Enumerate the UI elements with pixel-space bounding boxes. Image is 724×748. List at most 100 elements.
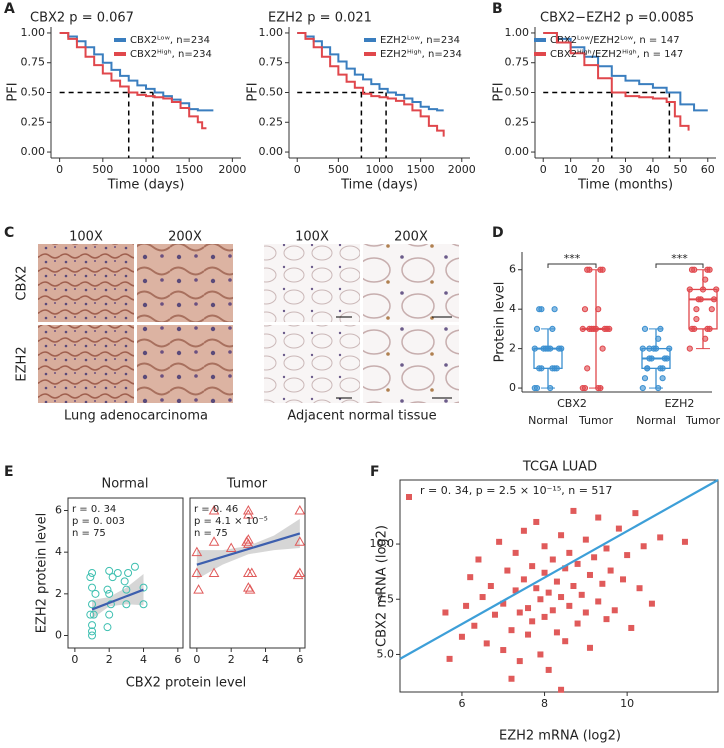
point	[545, 666, 552, 673]
point	[713, 286, 720, 293]
point	[467, 574, 474, 581]
point	[582, 609, 589, 616]
x-tick-label: 10	[620, 697, 634, 710]
point	[553, 629, 560, 636]
point	[624, 552, 631, 559]
y-tick-label: 6	[509, 263, 516, 276]
point	[655, 384, 662, 392]
point	[487, 583, 494, 589]
point	[89, 610, 98, 619]
point	[88, 583, 97, 592]
y-tick-label: 1.00	[259, 26, 284, 39]
point	[533, 518, 540, 525]
x-tick-label: 500	[328, 163, 349, 176]
point	[595, 514, 602, 521]
point	[606, 325, 613, 333]
legend-label: CBX2ᴴⁱᵍʰ, n=234	[130, 49, 212, 60]
micrograph	[137, 325, 233, 403]
panel-label: A	[4, 1, 15, 17]
micrograph	[363, 325, 459, 403]
point	[246, 567, 258, 577]
point	[525, 631, 532, 638]
x-axis-label: EZH2 mRNA (log2)	[499, 729, 621, 744]
point	[113, 569, 122, 577]
point	[504, 567, 511, 574]
point	[636, 585, 643, 592]
point	[599, 580, 606, 587]
point	[566, 549, 573, 556]
x-tick-label: 2000	[218, 163, 246, 176]
micrograph	[363, 244, 459, 322]
point	[586, 266, 593, 273]
point	[699, 286, 707, 293]
point	[122, 585, 131, 594]
point	[553, 365, 560, 372]
point	[691, 325, 698, 333]
significance-bracket	[547, 263, 597, 268]
point	[122, 600, 131, 609]
point	[208, 567, 220, 577]
plot-border	[67, 497, 184, 649]
x-tick-label: 2	[228, 653, 235, 666]
x-tick-label: 0	[71, 653, 78, 666]
point	[105, 566, 114, 575]
x-tick-label: 50	[673, 163, 687, 176]
x-tick-label: 0	[540, 163, 547, 176]
row-label: CBX2	[15, 265, 30, 300]
y-tick-label: 5.0	[377, 647, 395, 660]
point	[574, 620, 581, 627]
point	[655, 335, 662, 342]
y-tick-label: 4	[55, 545, 62, 558]
point	[646, 345, 653, 352]
point	[666, 345, 673, 352]
y-tick-label: 1.00	[505, 26, 530, 39]
point	[512, 587, 519, 594]
point	[693, 306, 700, 313]
legend-label: CBX2ᴴⁱᵍʰ/EZH2ᴴⁱᵍʰ, n = 147	[550, 49, 683, 60]
point	[659, 375, 666, 382]
point	[538, 306, 545, 313]
point	[648, 355, 655, 362]
point	[574, 560, 581, 567]
significance-label: ***	[671, 252, 688, 265]
legend-label: EZH2ᴸᵒʷ, n=234	[380, 35, 460, 46]
point	[641, 325, 649, 333]
point	[446, 655, 453, 662]
x-tick-label: Normal	[636, 414, 676, 427]
x-tick-label: 8	[541, 697, 548, 710]
point	[225, 542, 237, 552]
point	[615, 525, 622, 532]
y-axis-label: Protein level	[493, 282, 508, 363]
x-tick-label: 4	[140, 653, 147, 666]
point	[88, 621, 97, 630]
point	[566, 602, 573, 609]
point	[549, 607, 556, 614]
x-tick-label: 1000	[132, 163, 160, 176]
y-tick-label: 7.5	[377, 592, 395, 605]
legend-label: CBX2ᴸᵒʷ, n=234	[130, 35, 210, 46]
x-tick-label: 0	[56, 163, 63, 176]
point	[520, 576, 527, 583]
x-tick-label: Tumor	[578, 414, 613, 427]
point	[547, 384, 554, 392]
panel-label: E	[4, 464, 14, 480]
point	[243, 509, 254, 519]
chart-title: Normal	[101, 477, 148, 492]
panel-label: F	[370, 464, 380, 480]
x-axis-label: Time (months)	[577, 178, 673, 193]
magnification: 200X	[394, 230, 428, 245]
point	[586, 571, 593, 578]
y-tick-label: 0.50	[259, 86, 284, 99]
x-tick-label: 10	[564, 163, 578, 176]
point	[659, 365, 666, 372]
y-tick-label: 0	[509, 381, 516, 394]
y-axis-label: EZH2 protein level	[35, 513, 50, 634]
point	[562, 565, 569, 572]
fit-line	[399, 479, 719, 660]
annotation: n = 75	[194, 528, 228, 539]
point	[558, 345, 565, 352]
point	[294, 504, 306, 515]
y-tick-label: 0.25	[21, 115, 46, 128]
y-tick-label: 0.00	[505, 145, 530, 158]
point	[639, 345, 646, 352]
